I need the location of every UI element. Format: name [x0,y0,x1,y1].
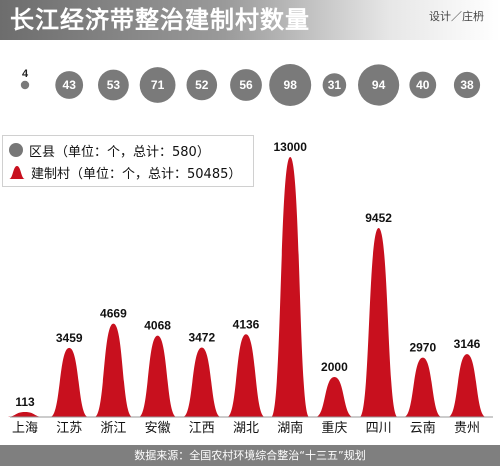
source-note: 数据来源：全国农村环境综合整治“十三五”规划 [0,445,500,466]
legend-item-county: 区县（单位：个，总计：580） [9,140,210,160]
village-peaks: 113 3459 4669 4068 3472 4136 13000 2000 9452 2970… [6,140,486,417]
county-value-label: 52 [195,78,209,92]
county-bubble [20,80,30,90]
county-value-label: 56 [239,78,253,92]
county-bubble [358,64,400,106]
county-bubble [230,69,262,101]
village-peak [182,347,221,417]
county-swatch-icon [9,143,23,157]
village-value-label: 9452 [365,211,392,225]
village-peak [50,347,89,417]
designer-credit: 设计／庄枬 [429,10,484,23]
county-bubble [186,69,218,101]
county-value-label: 40 [416,78,430,92]
village-value-label: 3459 [56,331,83,345]
title-banner: 长江经济带整治建制村数量 设计／庄枬 [0,0,500,40]
county-bubble [139,67,176,103]
village-value-label: 4068 [144,319,171,333]
legend-county-label: 区县（单位：个，总计：580） [29,144,210,160]
county-bubbles: 4 43 53 71 52 56 98 31 94 40 38 [20,64,481,106]
village-peak [271,157,310,417]
village-value-label: 2000 [321,360,348,374]
county-bubble [409,71,437,99]
x-tick-label: 贵州 [454,421,480,436]
legend-item-village: 建制村（单位：个，总计：50485） [9,162,241,182]
county-bubble [453,71,481,99]
x-tick-label: 重庆 [321,420,347,436]
x-axis-labels: 上海 江苏 浙江 安徽 江西 湖北 湖南 重庆 四川 云南 贵州 [12,420,480,436]
x-tick-label: 四川 [366,421,392,436]
county-value-label: 38 [460,78,474,92]
county-value-label: 98 [284,78,298,92]
village-value-label: 2970 [409,341,436,355]
village-value-label: 113 [15,395,35,409]
chart-title: 长江经济带整治建制村数量 [10,6,310,34]
county-value-label: 71 [151,78,165,92]
x-tick-label: 安徽 [145,421,171,436]
legend: 区县（单位：个，总计：580） 建制村（单位：个，总计：50485） [2,135,254,187]
x-tick-label: 浙江 [100,421,126,436]
x-tick-label: 江苏 [56,420,82,436]
village-value-label: 4669 [100,307,127,321]
county-bubble [269,64,312,106]
village-value-label: 4136 [233,317,260,331]
village-peak [359,227,398,417]
county-bubble [55,71,84,99]
x-tick-label: 湖南 [277,420,303,436]
village-peak [138,335,177,417]
county-bubble [98,69,129,101]
x-tick-label: 上海 [12,421,38,436]
county-bubble [322,73,347,97]
county-value-label: 4 [22,68,29,80]
village-peak [6,412,44,417]
county-value-label: 31 [328,78,342,92]
x-tick-label: 江西 [189,421,215,436]
village-value-label: 13000 [274,140,308,154]
village-peak [403,357,442,417]
village-value-label: 3146 [454,337,481,351]
village-swatch-icon [9,166,25,179]
x-tick-label: 云南 [410,420,436,436]
village-peak [448,354,486,417]
village-peak [227,334,265,417]
village-peak [315,377,354,417]
county-value-label: 43 [63,78,77,92]
x-tick-label: 湖北 [233,421,259,436]
village-peak [94,323,133,417]
village-value-label: 3472 [188,331,215,345]
county-value-label: 53 [107,78,121,92]
legend-village-label: 建制村（单位：个，总计：50485） [31,166,242,182]
county-value-label: 94 [372,78,386,92]
